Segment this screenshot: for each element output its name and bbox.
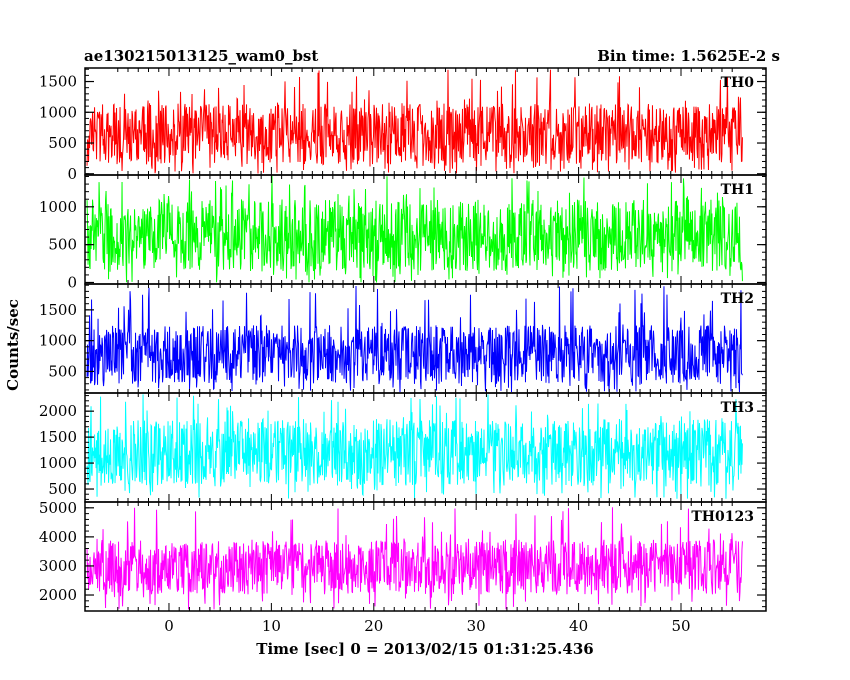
y-tick-label: 500 bbox=[48, 134, 77, 152]
panel-label-th1: TH1 bbox=[721, 182, 754, 198]
light-curve-th0123 bbox=[86, 507, 743, 610]
panel-th1: 0 500 1000 TH1 bbox=[39, 174, 767, 291]
y-tick-label: 1000 bbox=[39, 454, 77, 472]
panel-th0: 0 500 1000 1500 TH0 bbox=[39, 67, 767, 183]
y-tick-label: 3000 bbox=[39, 557, 77, 575]
panel-frame bbox=[84, 501, 767, 612]
x-tick-label: 50 bbox=[671, 617, 690, 635]
y-tick-label: 1000 bbox=[39, 103, 77, 121]
panel-label-th0123: TH0123 bbox=[691, 509, 754, 525]
panels-group: 0 500 1000 1500 TH0 0 500 1000 TH1 500 1000 1500 TH2… bbox=[39, 67, 767, 612]
y-tick-label: 5000 bbox=[39, 499, 77, 517]
x-tick-label: 10 bbox=[262, 617, 281, 635]
x-axis: 0 10 20 30 40 50 bbox=[164, 617, 690, 635]
bin-time-label: Bin time: 1.5625E-2 s bbox=[597, 47, 780, 65]
y-tick-label: 0 bbox=[67, 273, 77, 291]
y-tick-label: 1500 bbox=[39, 428, 77, 446]
y-tick-label: 2000 bbox=[39, 586, 77, 604]
x-axis-title: Time [sec] 0 = 2013/02/15 01:31:25.436 bbox=[256, 640, 593, 658]
y-tick-label: 0 bbox=[67, 165, 77, 183]
y-tick-label: 500 bbox=[48, 362, 77, 380]
panel-label-th3: TH3 bbox=[721, 400, 754, 416]
y-tick-label: 1000 bbox=[39, 198, 77, 216]
x-tick-label: 30 bbox=[467, 617, 486, 635]
panel-th0123: 2000 3000 4000 5000 TH0123 bbox=[39, 499, 767, 612]
light-curve-th0 bbox=[86, 69, 743, 174]
x-tick-label: 40 bbox=[569, 617, 588, 635]
panel-label-th0: TH0 bbox=[721, 75, 755, 91]
y-axis-title: Counts/sec bbox=[4, 299, 22, 391]
x-tick-label: 0 bbox=[164, 617, 174, 635]
light-curve-th2 bbox=[86, 285, 743, 393]
light-curve-th3 bbox=[86, 394, 743, 499]
light-curve-th1 bbox=[86, 175, 743, 283]
y-tick-label: 1000 bbox=[39, 332, 77, 350]
y-tick-label: 1500 bbox=[39, 73, 77, 91]
y-tick-label: 2000 bbox=[39, 402, 77, 420]
panel-label-th2: TH2 bbox=[721, 291, 754, 307]
panel-th3: 500 1000 1500 2000 TH3 bbox=[39, 392, 767, 503]
x-tick-label: 20 bbox=[364, 617, 383, 635]
panel-th2: 500 1000 1500 TH2 bbox=[39, 283, 767, 394]
y-tick-label: 500 bbox=[48, 236, 77, 254]
chart-title: ae130215013125_wam0_bst bbox=[84, 47, 318, 65]
y-tick-label: 1500 bbox=[39, 301, 77, 319]
y-tick-label: 4000 bbox=[39, 528, 77, 546]
y-tick-label: 500 bbox=[48, 480, 77, 498]
